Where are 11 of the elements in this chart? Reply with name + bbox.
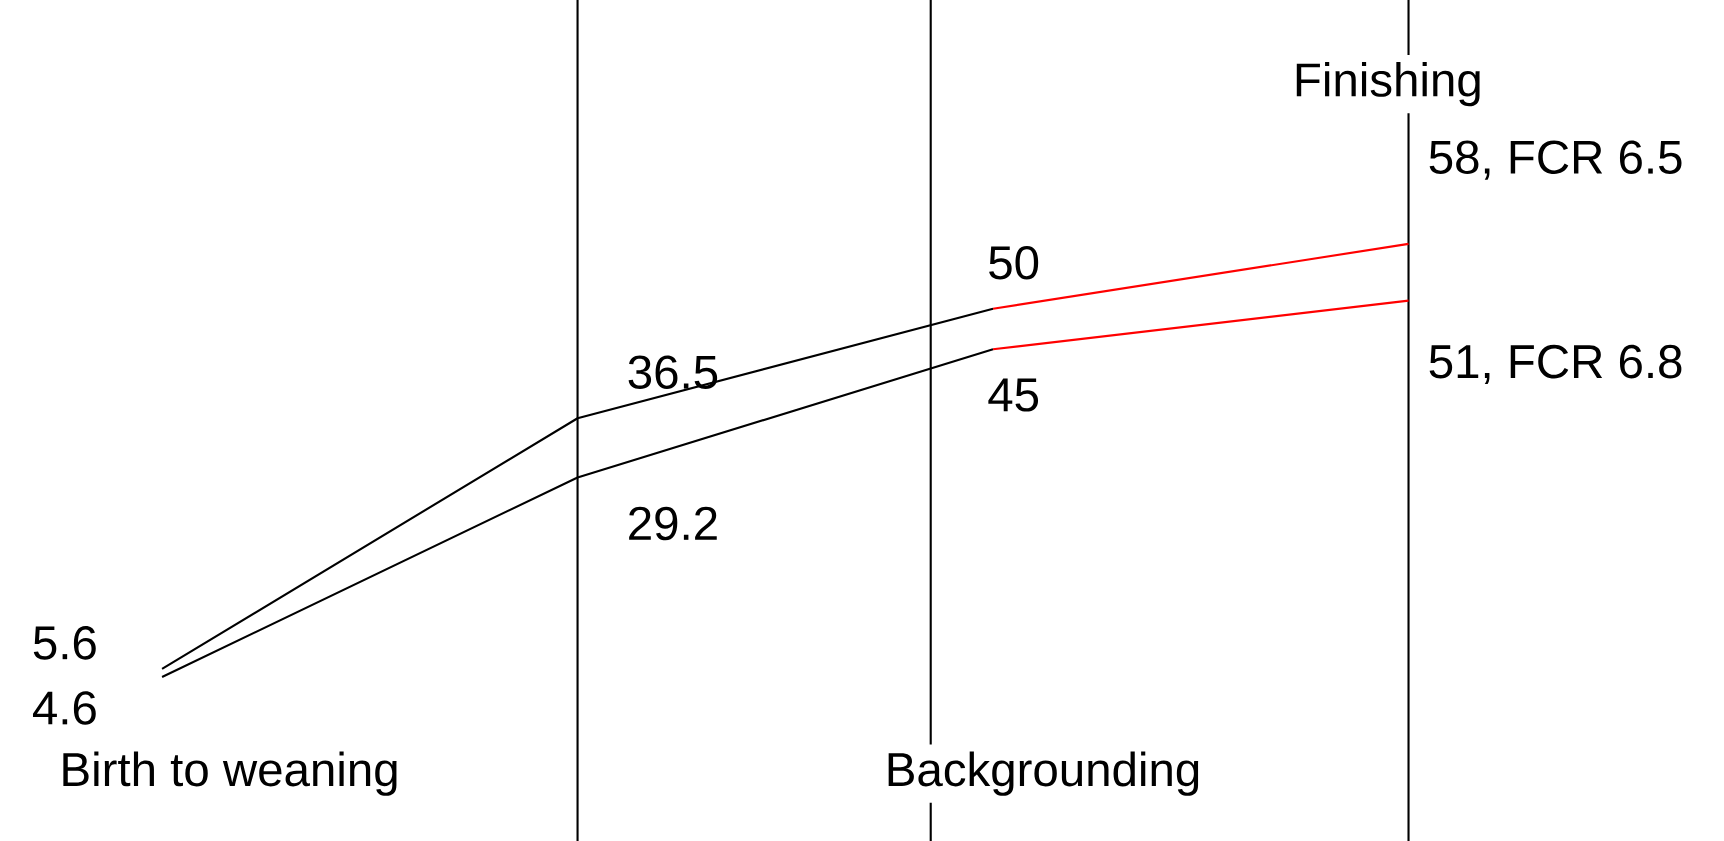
data-label: 4.6 xyxy=(32,691,96,725)
data-label: 51, FCR 6.8 xyxy=(1429,344,1682,385)
data-label: 36.5 xyxy=(628,355,718,390)
data-label: 29.2 xyxy=(629,506,717,541)
text: Finishing xyxy=(1296,61,1480,107)
data-label: 58, FCR 6.5 xyxy=(1429,140,1682,180)
data-label: 5.6 xyxy=(33,626,96,660)
text: Backgrounding xyxy=(888,751,1199,796)
data-label: 45 xyxy=(988,378,1039,412)
data-label: 50 xyxy=(989,245,1039,280)
text: Birth to weaning xyxy=(63,751,397,796)
